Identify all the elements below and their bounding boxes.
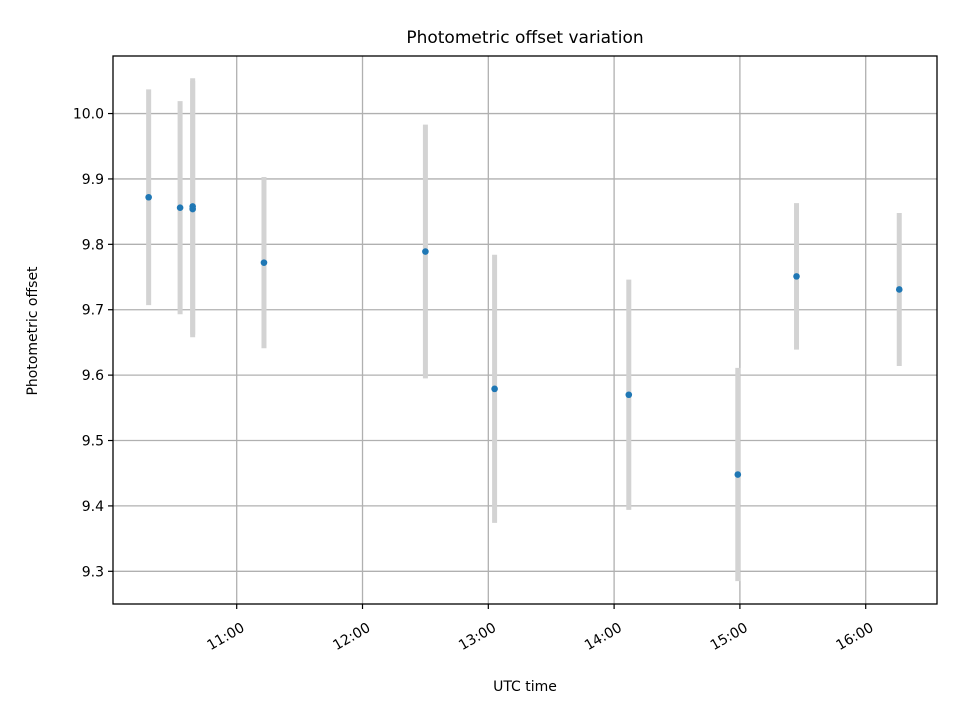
data-point <box>734 471 742 478</box>
y-tick-label: 10.0 <box>73 107 104 123</box>
y-tick-label: 9.9 <box>82 172 104 188</box>
data-point <box>145 193 152 201</box>
y-tick-label: 9.6 <box>82 368 104 384</box>
data-point <box>625 391 633 399</box>
y-axis-ticks: 9.3 9.4 9.5 9.6 9.7 9.8 9.9 10.0 <box>73 107 113 580</box>
y-tick-label: 9.3 <box>82 564 104 580</box>
data-point <box>895 286 903 293</box>
data-point <box>260 259 268 266</box>
data-point <box>189 205 196 213</box>
data-point <box>176 204 184 212</box>
chart-title: Photometric offset variation <box>406 28 643 48</box>
data-point <box>422 248 429 255</box>
grid <box>113 56 937 604</box>
y-tick-label: 9.5 <box>82 434 104 450</box>
data-point <box>793 273 800 280</box>
x-axis-label: UTC time <box>493 679 557 695</box>
y-tick-label: 9.8 <box>82 237 104 253</box>
data-points <box>145 193 903 478</box>
y-axis-label: Photometric offset <box>25 266 41 396</box>
y-tick-label: 9.4 <box>82 499 104 515</box>
y-tick-label: 9.7 <box>82 303 104 319</box>
data-point <box>491 385 498 393</box>
plot-frame <box>112 55 938 605</box>
